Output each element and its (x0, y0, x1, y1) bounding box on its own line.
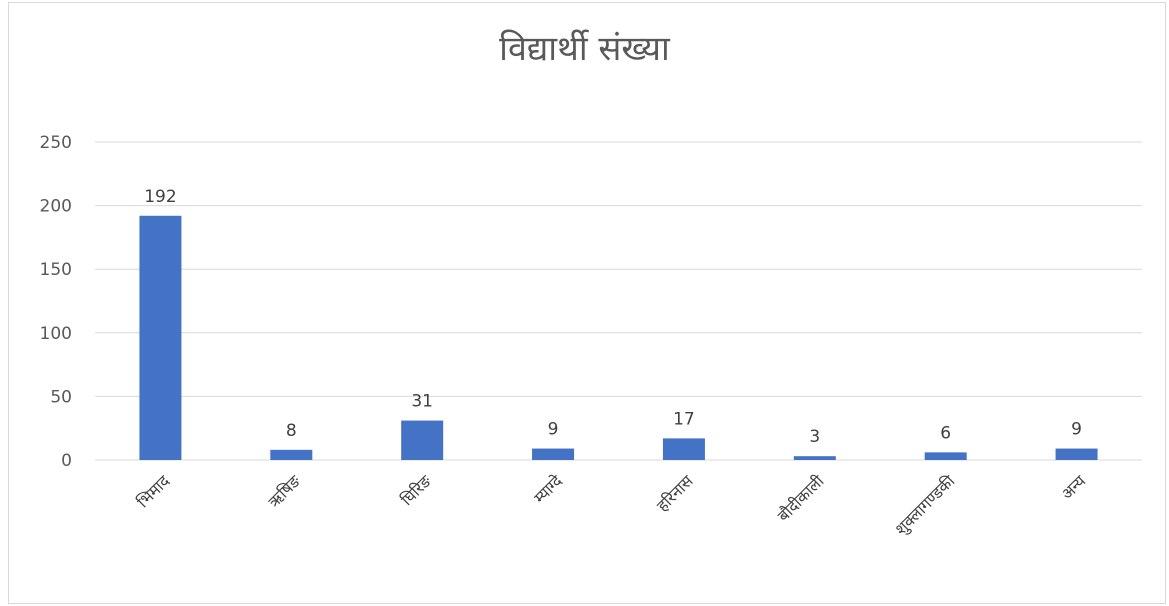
data-label: 17 (673, 409, 695, 429)
x-category-label: म्याग्दे (530, 471, 566, 507)
x-category-label: शुक्लागण्डकी (891, 471, 960, 540)
bar-6 (924, 452, 967, 460)
y-tick-label: 100 (40, 324, 72, 344)
bar-7 (1055, 448, 1098, 460)
x-category-label: भिमाद (133, 471, 173, 511)
x-category-label: हरिनास (653, 471, 698, 516)
y-tick-label: 150 (40, 260, 72, 280)
bar-0 (139, 215, 182, 460)
data-label: 9 (548, 420, 559, 440)
chart-title: विद्यार्थी संख्या (499, 29, 670, 69)
bar-3 (532, 448, 575, 460)
y-tick-label: 250 (40, 133, 72, 153)
bar-5 (793, 456, 836, 460)
gridlines (95, 141, 1142, 461)
y-axis-ticks: 0 50 100 150 200 250 (40, 133, 72, 471)
x-category-label: घिरिङ (397, 471, 435, 509)
data-label: 9 (1071, 420, 1082, 440)
data-label: 31 (411, 392, 433, 412)
x-category-label: ऋषिङ (264, 471, 304, 511)
bar-2 (401, 420, 444, 460)
x-axis-labels: भिमाद ऋषिङ घिरिङ म्याग्दे हरिनास बौदीकाली शुक्… (133, 471, 1090, 540)
y-tick-label: 0 (61, 451, 72, 471)
y-tick-label: 200 (40, 197, 72, 217)
bars (139, 215, 1098, 460)
data-label: 8 (286, 421, 297, 441)
data-labels: 192 8 31 9 17 3 6 9 (144, 187, 1082, 447)
y-tick-label: 50 (50, 387, 72, 407)
bar-4 (662, 438, 705, 460)
x-category-label: अन्य (1057, 471, 1089, 503)
data-label: 6 (940, 423, 951, 443)
bar-1 (270, 449, 313, 460)
data-label: 192 (144, 187, 176, 207)
x-category-label: बौदीकाली (774, 471, 829, 526)
chart-frame (8, 2, 1166, 604)
data-label: 3 (809, 427, 820, 447)
